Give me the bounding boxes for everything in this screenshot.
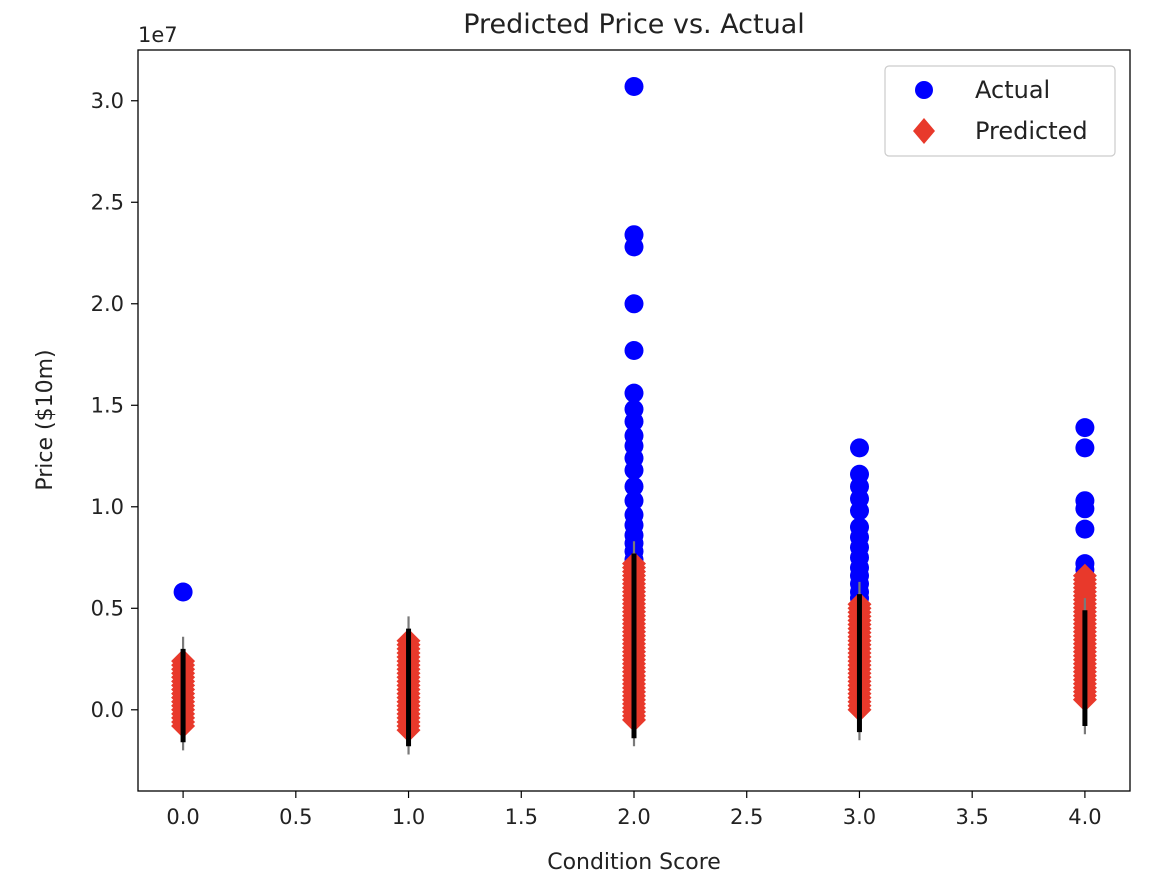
y-tick-label: 2.0 — [91, 292, 124, 316]
actual-point — [1075, 438, 1095, 458]
x-axis-label: Condition Score — [547, 850, 721, 875]
legend-predicted-label: Predicted — [975, 117, 1088, 145]
plot-area — [171, 77, 1097, 755]
x-tick-label: 3.5 — [955, 805, 988, 829]
x-tick-label: 0.0 — [166, 805, 199, 829]
x-tick-label: 2.5 — [730, 805, 763, 829]
legend-box — [884, 65, 1116, 157]
legend: Actual Predicted — [884, 65, 1116, 157]
legend-actual-label: Actual — [975, 76, 1050, 104]
y-axis-offset-label: 1e7 — [138, 23, 178, 47]
x-tick-label: 0.5 — [279, 805, 312, 829]
x-tick-label: 1.0 — [392, 805, 425, 829]
actual-point — [850, 501, 869, 521]
y-tick-label: 1.0 — [91, 495, 124, 519]
actual-point — [850, 438, 869, 458]
legend-actual-marker — [915, 81, 933, 99]
actual-point — [624, 383, 644, 403]
y-tick-label: 0.5 — [91, 596, 124, 620]
y-tick-label: 2.5 — [91, 190, 124, 214]
chart-title: Predicted Price vs. Actual — [463, 9, 805, 40]
x-tick-label: 4.0 — [1068, 805, 1101, 829]
x-tick-label: 2.0 — [617, 805, 650, 829]
actual-point — [624, 341, 644, 360]
actual-point — [1075, 519, 1095, 539]
x-axis: 0.0 0.5 1.0 1.5 2.0 2.5 3.0 3.5 4.0 — [166, 791, 1102, 829]
actual-point — [173, 582, 193, 602]
y-axis-label: Price ($10m) — [33, 349, 58, 490]
actual-point — [624, 477, 644, 496]
actual-point — [624, 491, 644, 511]
predicted-point — [1072, 563, 1097, 588]
actual-point — [1075, 418, 1095, 438]
actual-point — [624, 294, 644, 314]
x-tick-label: 1.5 — [505, 805, 538, 829]
x-tick-label: 3.0 — [843, 805, 876, 829]
actual-point — [624, 77, 644, 96]
actual-point — [624, 412, 644, 431]
y-tick-label: 1.5 — [91, 393, 124, 417]
actual-point — [1075, 499, 1095, 519]
legend-predicted-marker — [913, 118, 935, 144]
actual-point — [624, 237, 644, 257]
actual-point — [624, 460, 644, 480]
y-tick-label: 3.0 — [91, 89, 124, 113]
y-tick-label: 0.0 — [91, 698, 124, 722]
y-axis: 0.0 0.5 1.0 1.5 2.0 2.5 3.0 — [91, 89, 138, 722]
